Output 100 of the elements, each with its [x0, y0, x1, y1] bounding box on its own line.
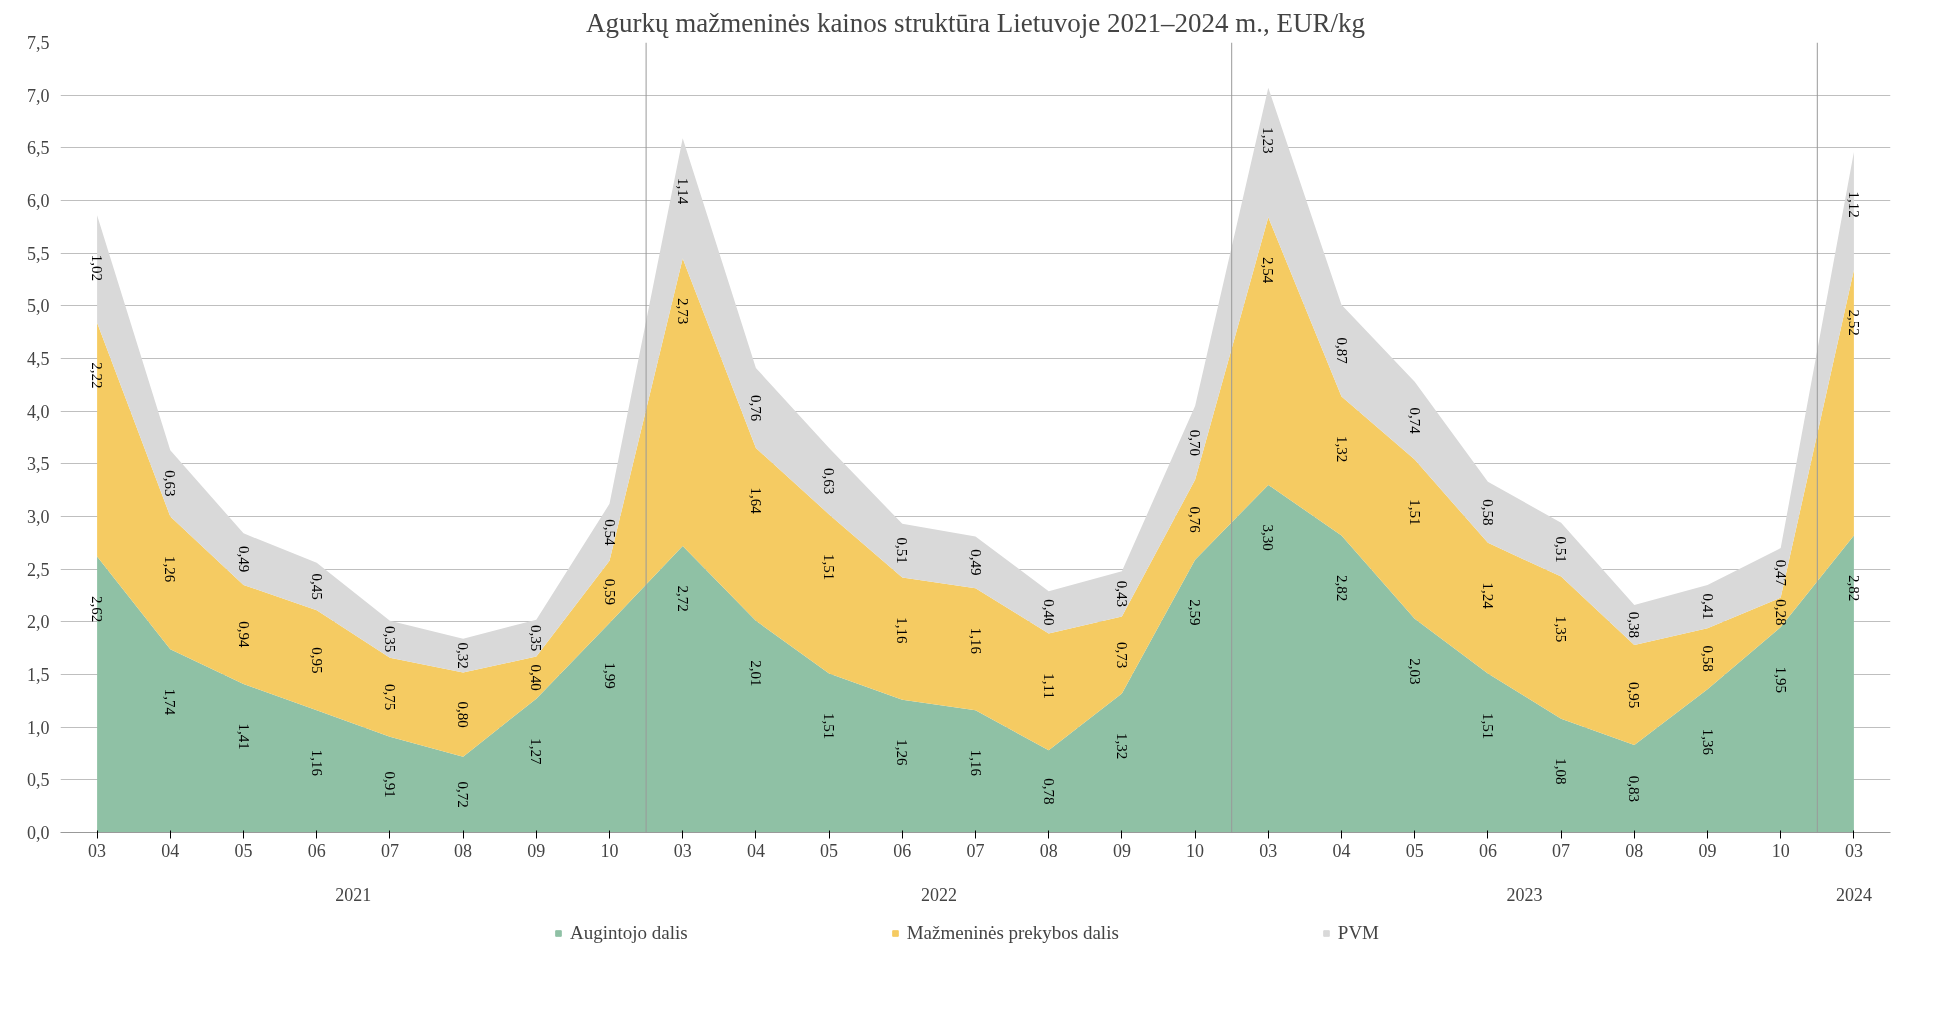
y-tick-label: 2,0 — [27, 612, 50, 633]
y-tick-label: 6,0 — [27, 191, 50, 211]
data-label: 1,26 — [162, 556, 179, 583]
data-label: 0,47 — [1772, 559, 1789, 587]
x-tick-label: 06 — [893, 840, 912, 861]
data-label: 3,30 — [1260, 524, 1277, 551]
x-tick-label: 09 — [1112, 840, 1131, 861]
data-label: 1,27 — [528, 738, 545, 766]
legend-label: Mažmeninės prekybos dalis — [906, 922, 1119, 944]
data-label: 1,16 — [308, 749, 325, 777]
x-tick-label: 07 — [380, 840, 399, 861]
x-tick-label: 05 — [820, 840, 839, 861]
y-tick-label: 4,5 — [27, 349, 50, 369]
data-label: 2,82 — [1845, 575, 1862, 602]
data-label: 0,41 — [1699, 593, 1716, 620]
data-label: 0,35 — [528, 625, 545, 652]
data-label: 2,52 — [1845, 309, 1862, 336]
data-label: 0,40 — [1040, 599, 1057, 626]
data-label: 2,22 — [89, 362, 106, 389]
x-tick-label: 09 — [527, 840, 546, 861]
data-label: 1,02 — [89, 254, 106, 282]
legend-label: PVM — [1337, 922, 1380, 944]
data-label: 1,51 — [821, 553, 838, 581]
data-label: 1,51 — [1406, 499, 1423, 526]
y-tick-label: 5,0 — [27, 296, 50, 317]
data-label: 0,83 — [1626, 775, 1643, 802]
x-tick-label: 10 — [1771, 840, 1790, 861]
y-tick-label: 0,5 — [27, 770, 50, 791]
data-label: 1,12 — [1845, 191, 1862, 218]
x-tick-label: 05 — [234, 840, 253, 861]
data-label: 1,16 — [967, 627, 984, 655]
x-tick-label: 08 — [1039, 840, 1058, 861]
data-label: 0,58 — [1479, 499, 1496, 526]
x-tick-label: 08 — [454, 840, 473, 861]
data-label: 2,82 — [1333, 575, 1350, 602]
data-label: 1,23 — [1260, 127, 1277, 154]
x-tick-label: 09 — [1698, 840, 1717, 861]
data-label: 0,63 — [162, 470, 179, 497]
data-label: 0,32 — [455, 642, 472, 669]
y-tick-label: 1,5 — [27, 665, 50, 685]
data-label: 2,59 — [1187, 599, 1204, 626]
x-tick-label: 08 — [1625, 840, 1644, 861]
data-label: 0,40 — [528, 664, 545, 691]
data-label: 0,73 — [1113, 641, 1130, 669]
data-label: 1,08 — [1553, 758, 1570, 785]
y-tick-label: 0,0 — [27, 823, 50, 843]
x-tick-label: 05 — [1405, 840, 1424, 861]
text: 2022 — [920, 884, 957, 905]
chart-title: Agurkų mažmeninės kainos struktūra Lietuvoje 2021–2024 m., EUR/kg — [585, 7, 1366, 38]
data-label: 0,38 — [1626, 611, 1643, 639]
data-label: 0,58 — [1699, 645, 1716, 672]
text: 2021 — [335, 884, 372, 905]
data-label: 0,45 — [308, 573, 325, 600]
x-tick-label: 10 — [1186, 840, 1205, 861]
data-label: 1,11 — [1040, 673, 1057, 699]
data-label: 1,16 — [967, 749, 984, 777]
x-tick-label: 10 — [600, 840, 619, 861]
data-label: 1,16 — [894, 617, 911, 644]
data-label: 2,62 — [89, 596, 106, 623]
data-label: 2,03 — [1406, 658, 1423, 685]
y-tick-label: 4,0 — [27, 401, 50, 422]
y-tick-label: 3,5 — [27, 454, 50, 475]
data-label: 0,80 — [455, 701, 472, 728]
data-label: 2,72 — [674, 585, 691, 612]
data-label: 1,32 — [1333, 435, 1350, 463]
data-label: 0,51 — [894, 537, 911, 564]
data-label: 0,76 — [1187, 506, 1204, 534]
x-tick-label: 04 — [746, 840, 765, 861]
y-tick-label: 3,0 — [27, 507, 50, 527]
data-label: 1,51 — [1479, 712, 1496, 740]
data-label: 0,49 — [967, 549, 984, 576]
data-label: 1,36 — [1699, 728, 1716, 756]
x-tick-label: 03 — [1259, 840, 1278, 861]
x-tick-label: 06 — [307, 840, 326, 861]
y-tick-label: 2,5 — [27, 559, 50, 580]
x-tick-label: 04 — [161, 840, 180, 861]
data-label: 1,51 — [821, 712, 838, 740]
data-label: 0,49 — [235, 546, 252, 573]
y-tick-label: 6,5 — [27, 138, 50, 159]
x-tick-label: 07 — [966, 840, 985, 861]
data-label: 0,63 — [821, 468, 838, 495]
data-label: 0,51 — [1553, 536, 1570, 563]
data-label: 2,01 — [747, 660, 764, 687]
x-tick-label: 07 — [1552, 840, 1571, 861]
data-label: 0,74 — [1406, 407, 1423, 435]
data-label: 0,28 — [1772, 599, 1789, 626]
data-label: 0,91 — [381, 771, 398, 798]
data-label: 1,14 — [674, 177, 691, 205]
data-label: 1,24 — [1479, 582, 1496, 610]
data-label: 0,54 — [601, 519, 618, 546]
x-tick-label: 03 — [88, 840, 107, 861]
x-tick-label: 03 — [1844, 840, 1863, 861]
data-label: 0,59 — [601, 578, 618, 605]
text: 2023 — [1506, 884, 1543, 905]
x-tick-label: 03 — [673, 840, 692, 861]
data-label: 0,87 — [1333, 337, 1350, 365]
data-label: 1,32 — [1113, 733, 1130, 760]
data-label: 1,99 — [601, 662, 618, 689]
y-tick-label: 5,5 — [27, 243, 50, 264]
data-label: 0,95 — [308, 647, 325, 674]
